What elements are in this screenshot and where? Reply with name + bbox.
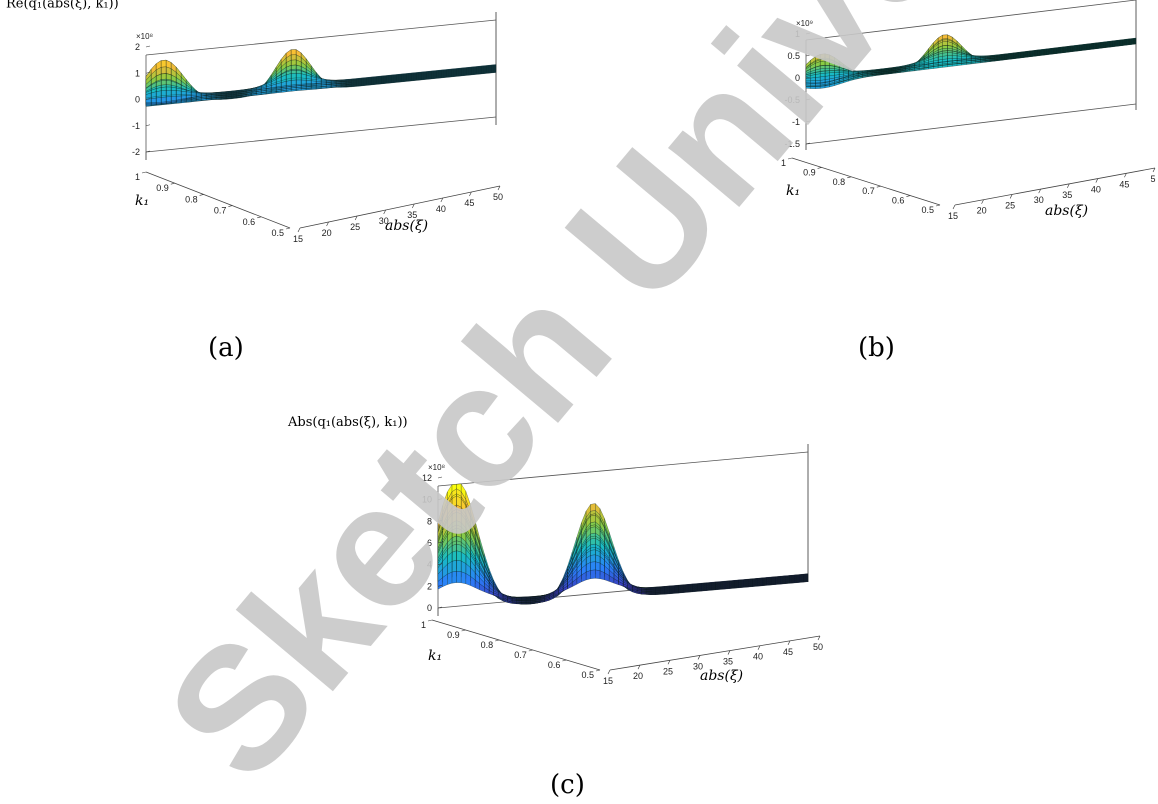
surface-patch [165, 86, 172, 91]
surface-patch [956, 58, 962, 61]
y-tick-label: 0.5 [271, 228, 284, 238]
x-tick-label: 15 [293, 234, 303, 244]
x-tick-mark [440, 197, 444, 203]
surface-patch [942, 34, 948, 40]
surface-patch [160, 96, 167, 103]
surface-patch [250, 87, 257, 89]
surface-patch [195, 92, 202, 95]
axis-line [805, 103, 1137, 145]
y-tick-label: 0.6 [243, 217, 256, 227]
surface-patch [165, 73, 172, 81]
surface-patch [170, 86, 177, 91]
z-axis-label: Re(q₁(abs(ξ), k₁)) [6, 0, 119, 12]
surface-patch [160, 66, 167, 75]
x-tick-mark [412, 203, 415, 209]
surface-patch [155, 90, 162, 97]
z-exponent-label: ×10⁸ [136, 32, 153, 41]
x-tick-label: 40 [436, 204, 446, 214]
y-tick-mark [141, 171, 147, 174]
axes-box [805, 0, 1137, 150]
surface-plot-re-canvas: -2 -1 0 1 2×10⁸ Re(q₁(abs(ξ), k₁)) 0.5 0.6 0.7 0.… [6, 0, 503, 244]
y-axis-label: k₁ [135, 193, 149, 209]
x-tick-label: 20 [322, 228, 332, 238]
surface-patch [160, 90, 167, 97]
surface-patch [165, 90, 172, 96]
surface-patch [947, 50, 953, 52]
x-tick-label: 30 [379, 216, 389, 226]
surface-patch [290, 73, 297, 79]
z-tick-label: 2 [135, 42, 140, 52]
z-tick-label: 0 [135, 95, 140, 105]
z-tick-mark [145, 150, 151, 153]
surface-patch [160, 80, 167, 86]
z-tick-label: -2 [132, 147, 140, 157]
x-tick-mark [326, 221, 329, 227]
y-tick-label: 0.7 [214, 206, 227, 216]
surface-patch [325, 79, 332, 81]
surface-patch [295, 79, 302, 85]
x-tick-label: 35 [407, 210, 417, 220]
z-tick-label: -1 [132, 121, 140, 131]
surface-patch [300, 79, 307, 85]
x-axis-line [299, 185, 501, 229]
y-tick-label: 0.9 [156, 183, 169, 193]
axis-line [145, 116, 497, 153]
z-tick-mark [145, 98, 151, 100]
surface-patch [175, 90, 182, 95]
surface-patch [170, 96, 177, 102]
surface-patch [951, 55, 958, 59]
surface-plot-re: -2 -1 0 1 2 ×10⁸ Re(q₁(abs(ξ), k₁)) 0.5 0.6 0.7 0.… [0, 0, 560, 380]
x-tick-mark [297, 227, 301, 233]
x-tick-mark [469, 191, 472, 197]
surface-mesh [805, 34, 1137, 89]
surface-patch [290, 64, 297, 70]
surface-patch [947, 52, 953, 56]
surface-patch [190, 92, 197, 95]
x-tick-label: 45 [464, 198, 474, 208]
z-tick-mark [145, 71, 151, 74]
caption-a: (a) [208, 333, 244, 363]
surface-patch [947, 55, 953, 59]
axis-line [805, 0, 1137, 41]
surface-patch [145, 92, 152, 99]
y-tick-label: 0.8 [185, 194, 198, 204]
axis-line [145, 19, 497, 56]
z-tick-mark [145, 45, 151, 48]
surface-patch [295, 73, 302, 79]
surface-mesh [145, 49, 497, 107]
x-tick-mark [383, 209, 386, 215]
x-tick-label: 50 [493, 192, 503, 202]
surface-patch [340, 79, 347, 81]
surface-patch [290, 59, 297, 66]
surface-patch [185, 91, 192, 95]
z-tick-label: 1 [135, 68, 140, 78]
x-tick-mark [497, 185, 501, 191]
x-tick-label: 25 [350, 222, 360, 232]
surface-patch [160, 73, 167, 80]
surface-patch [200, 92, 207, 94]
surface-patch [290, 79, 297, 86]
surface-patch [165, 96, 172, 102]
z-tick-mark [145, 124, 151, 127]
surface-plot-im-canvas: -1.5-1-0.500.51×10⁹Im(q₁(abs(ξ), k₁))0.5… [781, 0, 1156, 221]
surface-patch [180, 90, 187, 95]
surface-patch [165, 80, 172, 86]
surface-plot-im: -1.5-1-0.500.51×10⁹Im(q₁(abs(ξ), k₁))0.5… [600, 0, 1158, 380]
x-tick-mark [354, 215, 358, 221]
surface-patch [155, 97, 162, 103]
y-axis-line [145, 171, 291, 229]
y-tick-label: 1 [135, 172, 140, 182]
surface-patch [170, 90, 177, 96]
x-axis-label: abs(ξ) [385, 218, 428, 234]
